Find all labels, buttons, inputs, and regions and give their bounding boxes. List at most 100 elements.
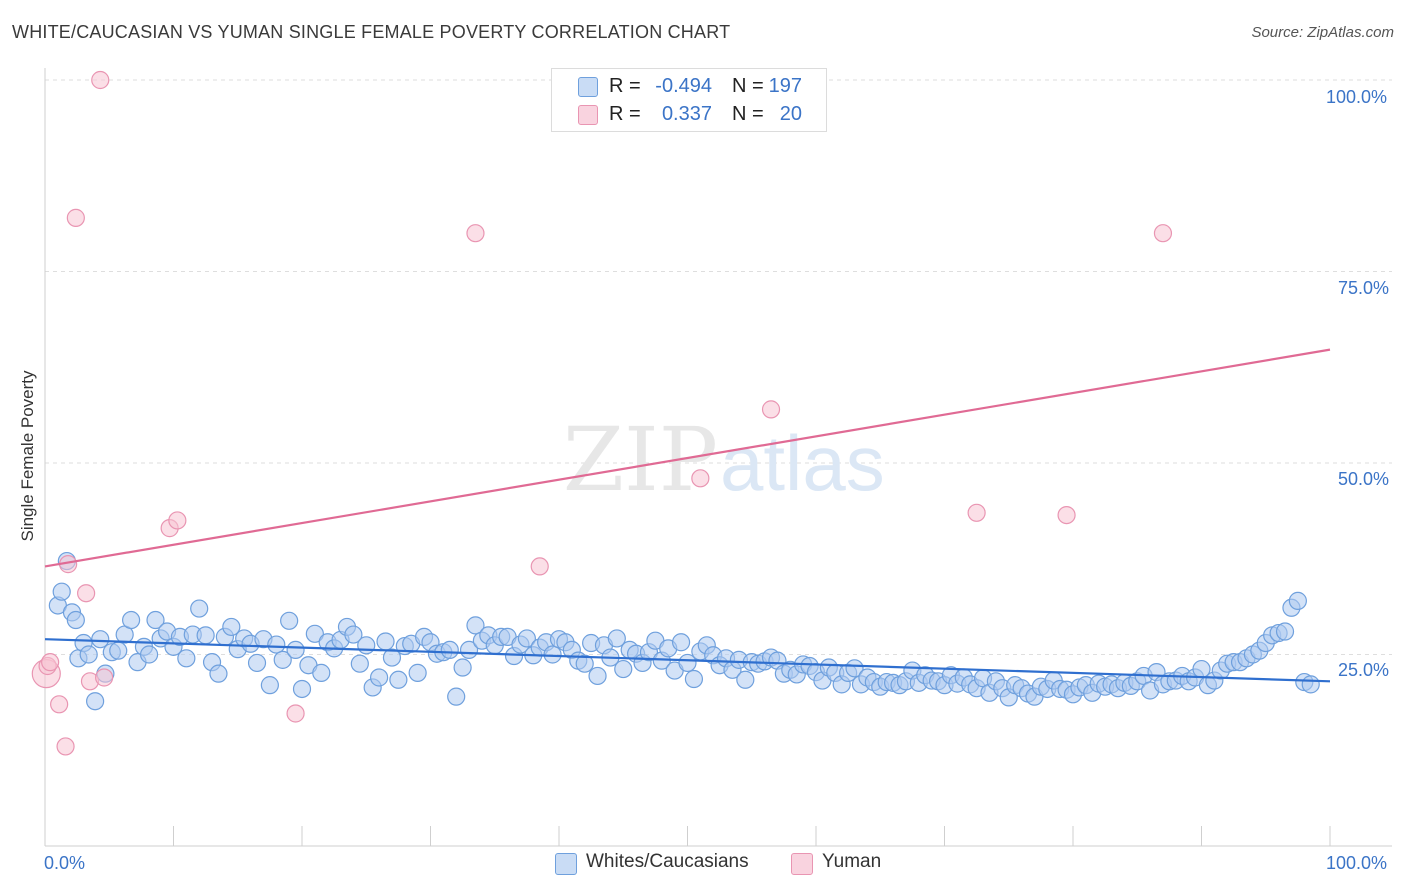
data-point-yuman (77, 584, 96, 603)
data-point-whites (447, 687, 466, 706)
data-point-yuman (50, 695, 69, 714)
data-point-yuman (1153, 224, 1173, 243)
data-point-whites (607, 629, 626, 648)
data-point-whites (86, 692, 105, 711)
watermark: ZIP (563, 408, 718, 511)
data-point-whites (671, 633, 691, 652)
legend-swatch-blue (555, 853, 577, 875)
stats-legend: R = -0.494 N = 197 R = 0.337 N = 20 (551, 68, 827, 132)
data-point-whites (292, 679, 312, 699)
data-point-whites (588, 666, 607, 686)
data-point-whites (286, 640, 305, 660)
data-point-whites (196, 626, 215, 645)
data-point-whites (350, 654, 369, 673)
legend-swatch-blue (578, 77, 598, 97)
series-whites-points (48, 551, 1320, 711)
data-point-whites (222, 617, 241, 637)
data-point-whites (139, 645, 159, 664)
legend-n-label: N = (732, 103, 764, 125)
x-tick-label-0: 0.0% (44, 853, 86, 873)
chart-title: WHITE/CAUCASIAN VS YUMAN SINGLE FEMALE P… (12, 22, 731, 42)
data-point-yuman (691, 469, 710, 488)
series-yuman-points (31, 70, 1173, 756)
data-point-yuman (168, 511, 187, 530)
data-point-whites (280, 611, 299, 630)
legend-label-whites: Whites/Caucasians (586, 851, 749, 872)
data-point-yuman (466, 224, 485, 243)
data-point-whites (575, 654, 594, 673)
data-point-whites (79, 645, 98, 664)
y-tick-label-100: 100.0% (1326, 87, 1388, 107)
data-point-yuman (286, 704, 305, 723)
data-point-yuman (95, 668, 114, 687)
data-point-whites (121, 610, 141, 630)
legend-swatch-pink (578, 105, 598, 125)
x-tick-label-100: 100.0% (1326, 853, 1388, 873)
y-tick-label-50: 50.0% (1338, 469, 1390, 489)
legend-r-label: R = (609, 103, 641, 125)
legend-label-yuman: Yuman (822, 851, 882, 872)
trend-line-yuman (44, 348, 1331, 568)
data-point-whites (389, 670, 408, 689)
data-point-yuman (91, 70, 110, 90)
data-point-whites (382, 648, 402, 667)
data-point-whites (1301, 675, 1320, 694)
legend-r-value: -0.494 (655, 75, 712, 97)
data-point-whites (209, 664, 228, 683)
legend-n-value: 197 (768, 75, 802, 97)
data-point-whites (543, 645, 562, 664)
data-point-whites (678, 653, 697, 673)
axes (44, 68, 1392, 847)
trend-lines (44, 348, 1331, 683)
data-point-whites (370, 668, 389, 687)
trend-line-whites (44, 638, 1331, 683)
legend-r-value: 0.337 (661, 103, 712, 125)
legend-swatch-pink (791, 853, 813, 875)
data-point-whites (453, 658, 472, 677)
data-point-whites (357, 636, 376, 655)
data-point-whites (66, 610, 85, 630)
data-point-whites (614, 659, 633, 679)
data-point-whites (1288, 591, 1307, 610)
data-point-whites (267, 635, 286, 654)
source-label: Source: ZipAtlas.com (1251, 24, 1394, 41)
data-point-whites (440, 640, 459, 660)
y-tick-label-75: 75.0% (1338, 278, 1390, 298)
watermark-atlas: atlas (720, 419, 885, 507)
data-point-whites (517, 629, 536, 648)
data-point-whites (109, 641, 128, 660)
data-point-whites (736, 670, 755, 689)
data-point-whites (1275, 622, 1295, 641)
data-point-whites (91, 630, 110, 649)
data-point-whites (260, 676, 279, 695)
data-point-yuman (66, 208, 85, 227)
gridlines (45, 79, 1392, 655)
data-point-whites (146, 610, 165, 630)
data-point-whites (344, 625, 363, 644)
data-point-yuman (1057, 505, 1076, 525)
data-point-yuman (41, 653, 60, 672)
data-point-yuman (967, 503, 986, 522)
data-point-whites (466, 616, 485, 635)
data-point-whites (190, 599, 209, 618)
data-point-yuman (530, 557, 549, 576)
legend-n-value: 20 (779, 103, 802, 125)
legend-row-whites: R = -0.494 N = 197 (552, 73, 826, 101)
data-point-whites (305, 624, 324, 643)
legend-n-label: N = (732, 75, 764, 97)
data-point-whites (312, 663, 331, 682)
data-point-whites (845, 659, 864, 678)
data-point-whites (177, 649, 196, 668)
data-point-whites (52, 582, 71, 601)
y-tick-label-25: 25.0% (1338, 660, 1390, 680)
data-point-yuman (56, 737, 75, 756)
legend-row-yuman: R = 0.337 N = 20 (552, 101, 826, 129)
data-point-whites (247, 653, 267, 673)
y-axis-label: Single Female Poverty (18, 370, 37, 542)
data-point-whites (408, 663, 427, 682)
data-point-whites (684, 669, 704, 689)
data-point-yuman (761, 400, 781, 419)
data-point-whites (273, 650, 292, 669)
legend-r-label: R = (609, 75, 641, 97)
